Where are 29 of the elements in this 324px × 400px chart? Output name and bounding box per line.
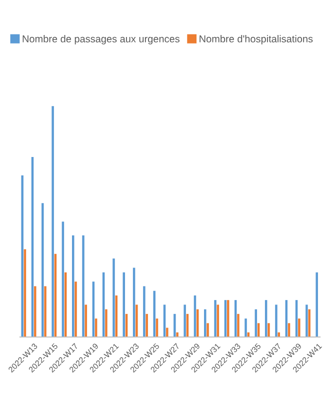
legend-label: Nombre de passages aux urgences <box>22 35 180 44</box>
bar <box>44 286 46 337</box>
bar <box>82 235 84 337</box>
bar <box>204 309 206 337</box>
bar <box>244 318 247 337</box>
bar <box>316 272 318 337</box>
bar <box>105 309 108 337</box>
bar <box>268 323 270 337</box>
bar <box>166 328 168 337</box>
bar <box>143 286 146 337</box>
bar <box>275 304 278 337</box>
bar <box>112 258 115 337</box>
bar <box>42 203 44 337</box>
bar <box>136 304 138 337</box>
bar <box>237 314 240 337</box>
bar <box>21 175 24 337</box>
bar <box>52 106 54 337</box>
bar <box>298 318 300 337</box>
bar <box>176 332 178 337</box>
bar <box>184 304 186 337</box>
bar <box>146 314 148 337</box>
bar <box>308 309 310 337</box>
bar <box>153 290 156 337</box>
bar <box>206 323 209 337</box>
bar <box>74 282 77 337</box>
bar <box>306 304 308 337</box>
bar <box>214 300 216 337</box>
legend-label: Nombre d'hospitalisations <box>200 35 313 44</box>
bar <box>174 314 176 337</box>
